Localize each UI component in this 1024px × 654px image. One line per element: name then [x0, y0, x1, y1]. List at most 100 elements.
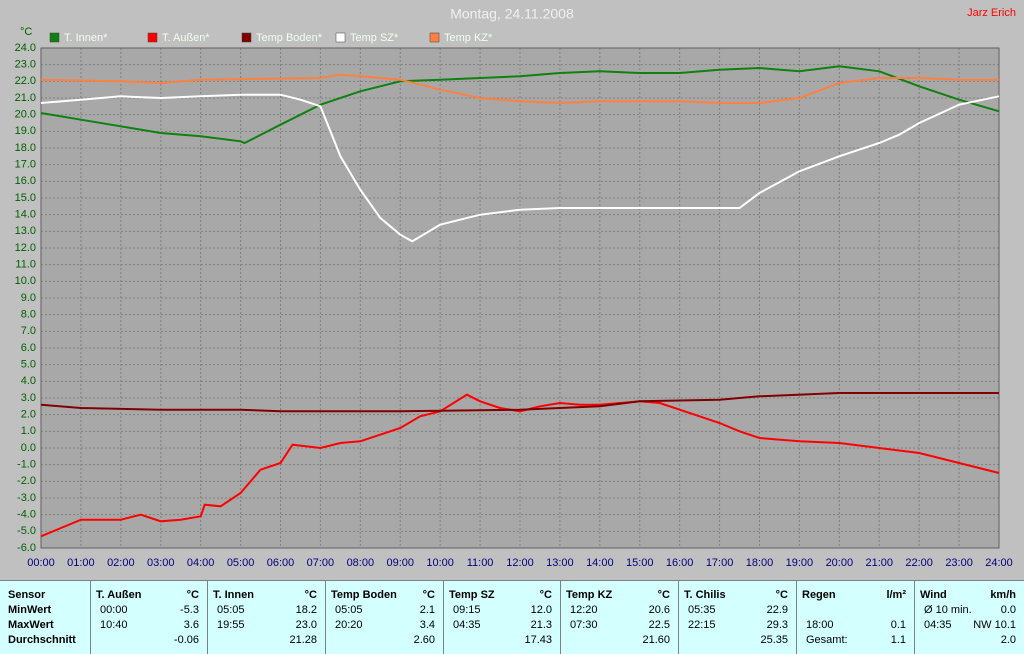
y-tick-label: 18.0	[15, 142, 36, 154]
cell-time: 05:35	[688, 604, 716, 616]
series-line	[40, 93, 1000, 243]
cell-time: 22:15	[688, 619, 716, 631]
series-line	[40, 65, 1000, 145]
column-header: Temp KZ	[566, 589, 613, 601]
column-unit: °C	[775, 589, 788, 601]
y-tick-label: -4.0	[17, 509, 36, 521]
y-tick-label: 20.0	[15, 109, 36, 121]
plot-border	[40, 47, 1000, 549]
column-unit: km/h	[990, 589, 1016, 601]
legend-label: T. Außen*	[162, 32, 210, 44]
y-tick-label: 2.0	[21, 409, 36, 421]
cell-value: -5.3	[180, 604, 199, 616]
y-tick-label: 19.0	[15, 125, 36, 137]
x-tick-label: 14:00	[586, 557, 614, 569]
column-separator	[678, 581, 679, 654]
y-tick-label: 21.0	[15, 92, 36, 104]
cell-time: 05:05	[335, 604, 363, 616]
column-header: Temp SZ	[449, 589, 495, 601]
cell-value: 12.0	[530, 604, 552, 616]
column-header: Regen	[802, 589, 836, 601]
legend-label: T. Innen*	[64, 32, 108, 44]
x-tick-label: 02:00	[107, 557, 135, 569]
cell-value: 23.0	[295, 619, 317, 631]
cell-time: 12:20	[570, 604, 598, 616]
x-tick-label: 06:00	[267, 557, 295, 569]
series-line	[40, 73, 999, 105]
cell-value: 21.3	[530, 619, 552, 631]
cell-time: 19:55	[217, 619, 245, 631]
cell-time: Ø 10 min.	[924, 604, 972, 616]
cell-time: 07:30	[570, 619, 598, 631]
x-tick-label: 11:00	[467, 557, 494, 569]
x-tick-label: 21:00	[865, 557, 893, 569]
x-tick-label: 01:00	[67, 557, 95, 569]
y-tick-label: 1.0	[21, 425, 36, 437]
x-tick-label: 23:00	[945, 557, 973, 569]
y-tick-label: 16.0	[15, 175, 36, 187]
x-tick-label: 10:00	[426, 557, 454, 569]
legend-label: Temp SZ*	[350, 32, 399, 44]
cell-value: 2.0	[1000, 634, 1016, 646]
y-tick-label: 13.0	[15, 225, 36, 237]
y-tick-label: 23.0	[15, 59, 36, 71]
y-tick-label: -2.0	[17, 475, 36, 487]
x-tick-label: 05:00	[227, 557, 255, 569]
series-line	[40, 393, 1000, 538]
legend-swatch	[147, 32, 158, 43]
x-tick-label: 04:00	[187, 557, 215, 569]
y-tick-label: -6.0	[17, 542, 36, 554]
x-tick-label: 16:00	[666, 557, 694, 569]
y-tick-label: 10.0	[15, 275, 36, 287]
cell-time: 09:15	[453, 604, 481, 616]
column-unit: °C	[657, 589, 670, 601]
y-tick-label: 9.0	[21, 292, 36, 304]
y-tick-label: 14.0	[15, 209, 36, 221]
cell-value: 3.4	[419, 619, 435, 631]
cell-value: 2.1	[419, 604, 435, 616]
y-tick-label: 4.0	[21, 375, 36, 387]
column-separator	[443, 581, 444, 654]
y-tick-label: 7.0	[21, 325, 36, 337]
column-unit: °C	[186, 589, 199, 601]
y-tick-label: 3.0	[21, 392, 36, 404]
cell-value: 0.0	[1000, 604, 1016, 616]
cell-value: 22.5	[648, 619, 670, 631]
cell-time: 18:00	[806, 619, 834, 631]
x-tick-label: 18:00	[746, 557, 774, 569]
x-tick-label: 17:00	[706, 557, 734, 569]
x-tick-label: 24:00	[985, 557, 1013, 569]
legend-swatch	[49, 32, 60, 43]
x-tick-label: 03:00	[147, 557, 175, 569]
author: Jarz Erich	[967, 7, 1016, 19]
legend-label: Temp Boden*	[256, 32, 323, 44]
x-tick-label: 15:00	[626, 557, 654, 569]
cell-value: 25.35	[760, 634, 788, 646]
column-unit: °C	[422, 589, 435, 601]
row-label: MaxWert	[8, 619, 54, 631]
row-label: MinWert	[8, 604, 52, 616]
cell-time: Gesamt:	[806, 634, 848, 646]
x-tick-label: 08:00	[347, 557, 375, 569]
y-tick-label: -1.0	[17, 459, 36, 471]
stats-table: Sensor MinWert MaxWert Durchschnitt T. Außen…	[0, 580, 1024, 654]
cell-time: 10:40	[100, 619, 128, 631]
legend-swatch	[241, 32, 252, 43]
y-tick-label: 8.0	[21, 309, 36, 321]
column-separator	[914, 581, 915, 654]
column-separator	[90, 581, 91, 654]
column-header: T. Außen	[96, 589, 142, 601]
y-tick-label: 24.0	[15, 42, 36, 54]
x-tick-label: 00:00	[27, 557, 55, 569]
column-header: Temp Boden	[331, 589, 397, 601]
column-header: T. Chilis	[684, 589, 726, 601]
legend-swatch	[429, 32, 440, 43]
column-separator	[560, 581, 561, 654]
column-unit: °C	[304, 589, 317, 601]
cell-value: 20.6	[648, 604, 670, 616]
cell-value: 2.60	[413, 634, 435, 646]
x-tick-label: 12:00	[506, 557, 534, 569]
cell-value: 18.2	[295, 604, 317, 616]
series-line	[40, 392, 999, 413]
column-separator	[207, 581, 208, 654]
